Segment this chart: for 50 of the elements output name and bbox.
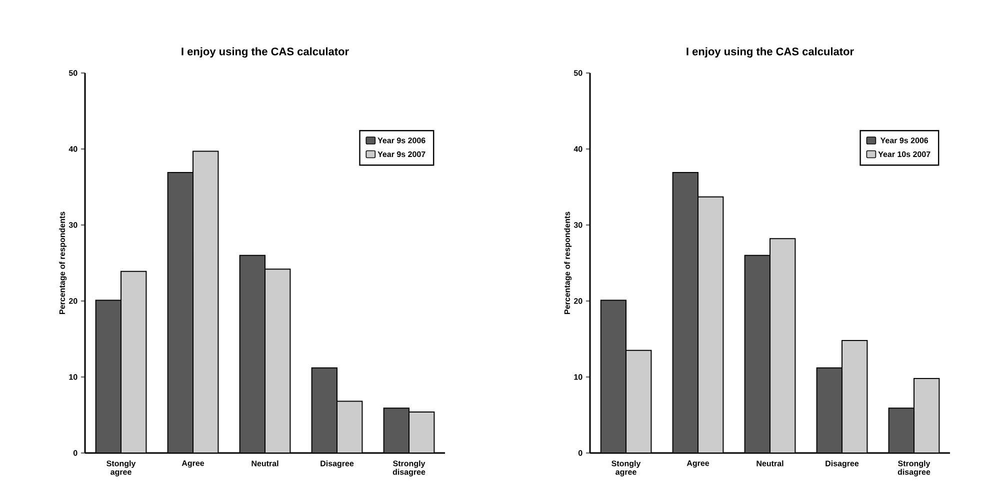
bar bbox=[408, 411, 435, 453]
y-tick-label: 0 bbox=[578, 450, 582, 456]
y-tick-label: 40 bbox=[68, 146, 78, 152]
bar bbox=[744, 254, 770, 453]
x-tick-label: Stongly agree bbox=[106, 460, 136, 476]
x-tick-label: Neutral bbox=[756, 460, 784, 466]
chart-title: I enjoy using the CAS calculator bbox=[182, 47, 349, 58]
bar bbox=[167, 172, 194, 453]
x-tick-label: Strongly disagree bbox=[392, 460, 426, 476]
y-tick-label: 50 bbox=[68, 70, 78, 76]
bar bbox=[95, 300, 122, 453]
bar bbox=[311, 367, 338, 453]
legend-label: Year 9s 2006 bbox=[378, 138, 426, 144]
legend-label: Year 10s 2007 bbox=[878, 151, 930, 158]
bar bbox=[239, 254, 266, 453]
legend-label: Year 9s 2006 bbox=[880, 138, 928, 144]
bar bbox=[626, 350, 652, 453]
bar bbox=[888, 408, 914, 453]
x-tick-label: Agree bbox=[686, 460, 710, 468]
chart-title: I enjoy using the CAS calculator bbox=[686, 47, 854, 58]
bar bbox=[842, 340, 868, 453]
bar bbox=[120, 270, 147, 453]
y-axis-title: Percentage of respondents bbox=[564, 212, 572, 314]
bar bbox=[816, 367, 842, 453]
bar bbox=[383, 408, 410, 453]
y-axis-title: Percentage of respondents bbox=[59, 212, 67, 314]
x-tick-label: Strongly disagree bbox=[898, 460, 930, 476]
bar bbox=[600, 300, 627, 453]
y-tick-label: 40 bbox=[574, 146, 582, 152]
x-tick-label: Disagree bbox=[320, 460, 354, 468]
x-tick-label: Agree bbox=[182, 460, 204, 468]
y-tick-label: 50 bbox=[574, 70, 582, 76]
y-tick-label: 10 bbox=[69, 374, 78, 380]
y-tick-label: 0 bbox=[73, 450, 78, 456]
x-tick-label: Disagree bbox=[826, 460, 859, 468]
y-tick-label: 30 bbox=[68, 222, 78, 228]
bar bbox=[913, 378, 940, 453]
bar bbox=[336, 400, 363, 453]
x-tick-label: Neutral bbox=[252, 460, 278, 466]
bar bbox=[264, 268, 291, 453]
bar bbox=[770, 238, 796, 453]
y-tick-label: 30 bbox=[574, 222, 582, 228]
bar bbox=[192, 150, 219, 453]
legend-label: Year 9s 2007 bbox=[378, 151, 426, 158]
bar bbox=[698, 196, 724, 453]
x-tick-label: Stongly agree bbox=[612, 460, 641, 476]
bar bbox=[672, 172, 699, 453]
y-tick-label: 10 bbox=[574, 374, 582, 380]
y-tick-label: 20 bbox=[68, 298, 78, 304]
y-tick-label: 20 bbox=[574, 298, 582, 304]
